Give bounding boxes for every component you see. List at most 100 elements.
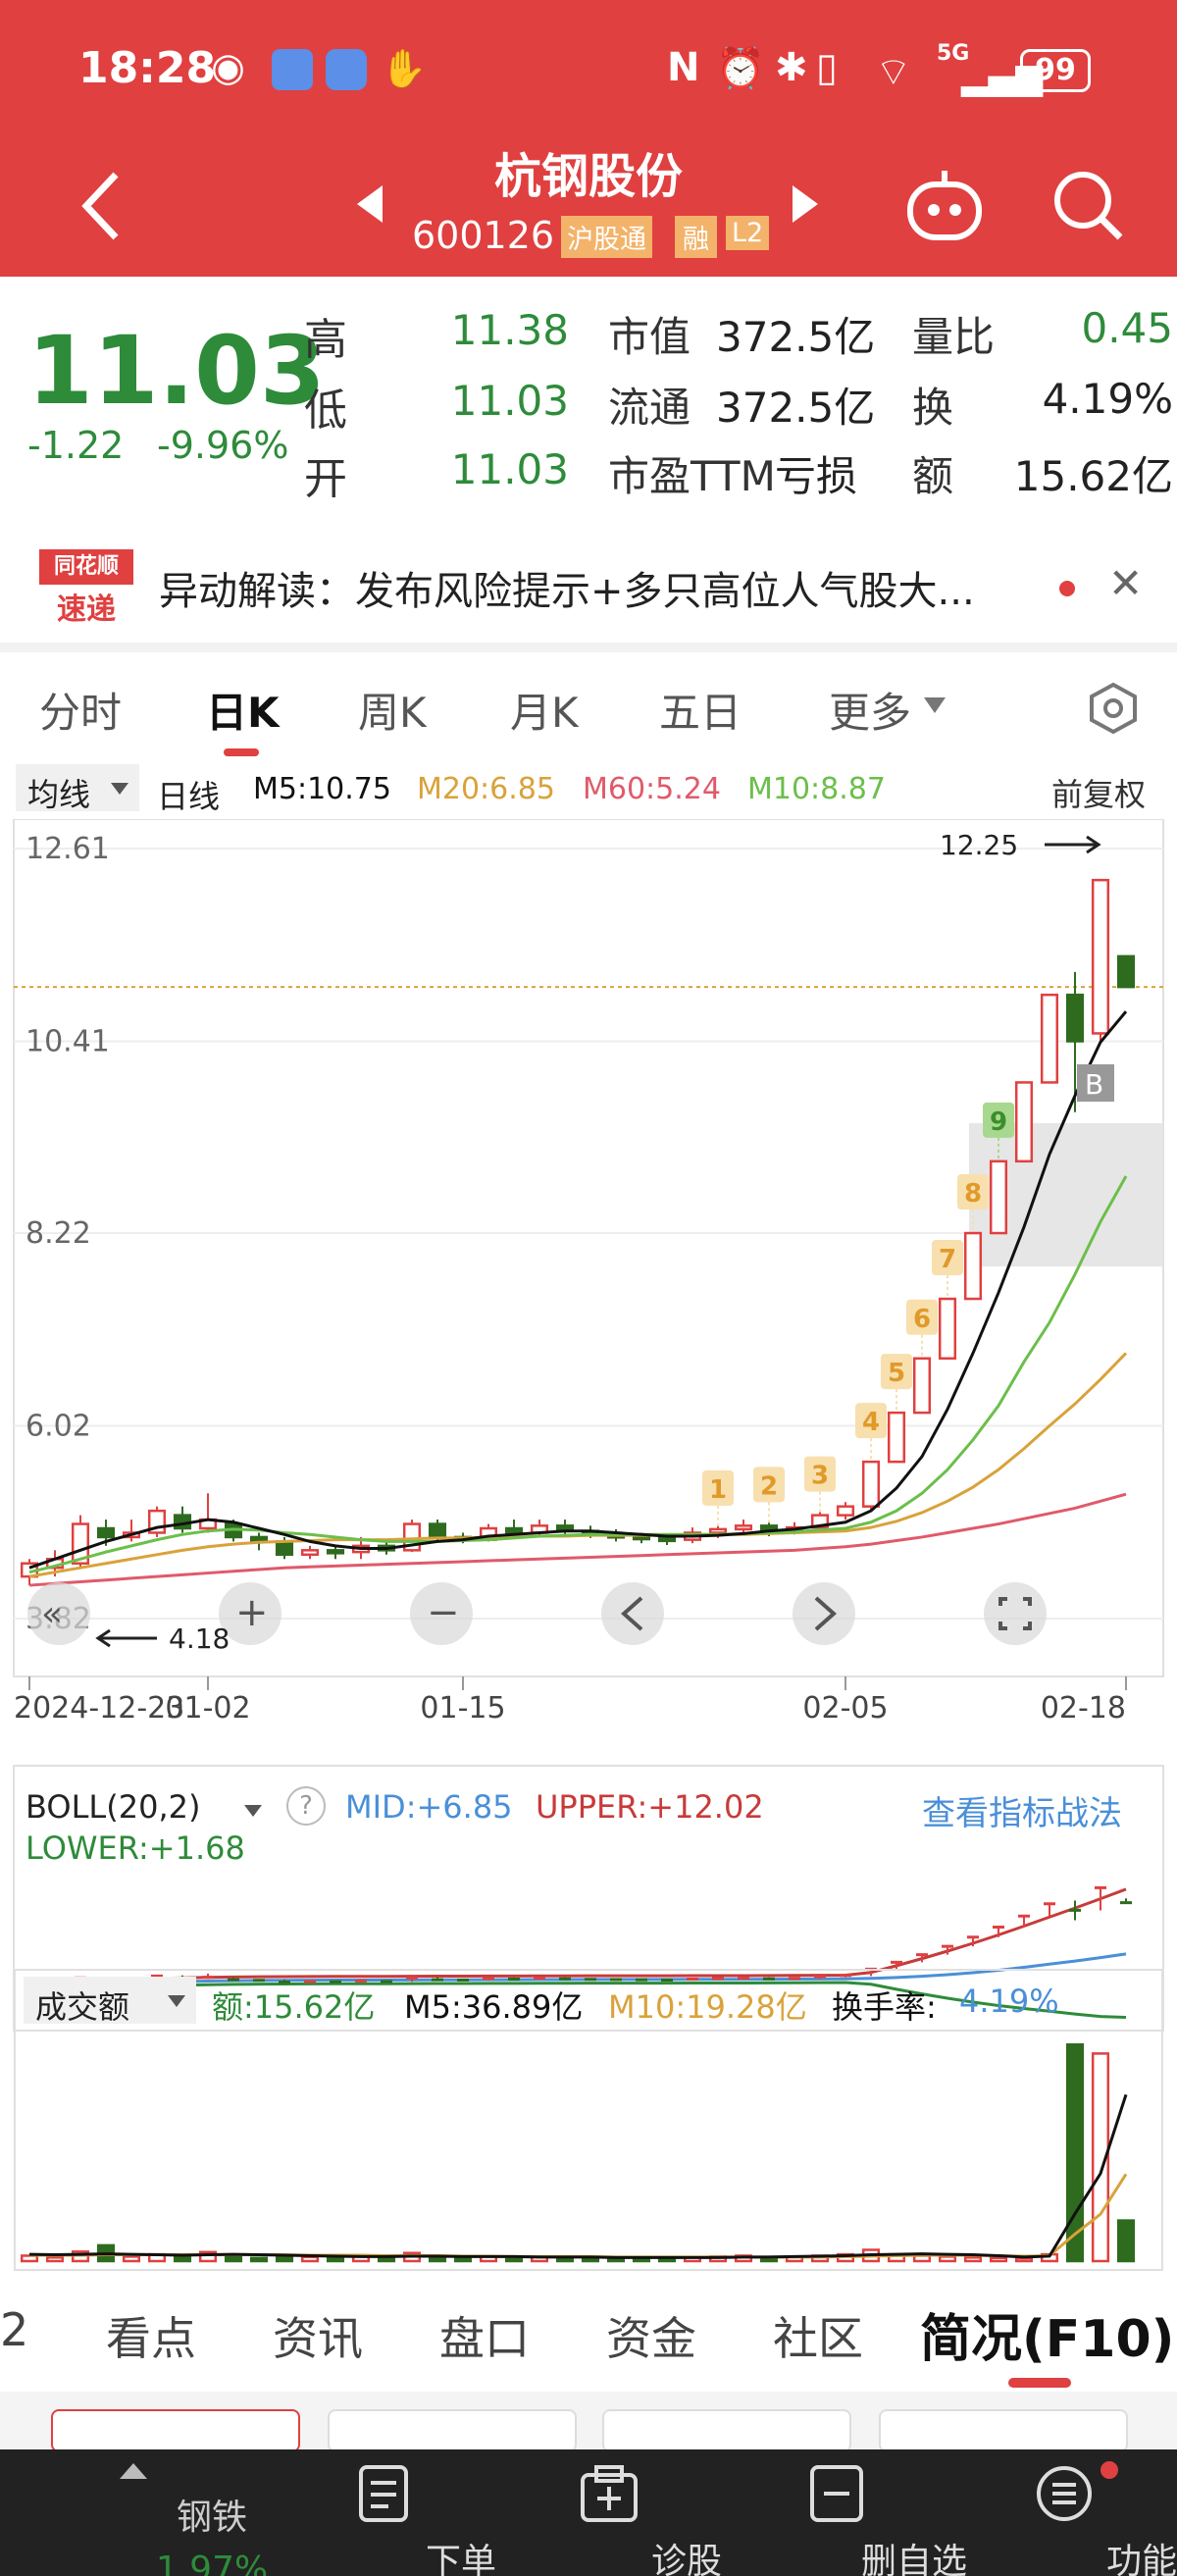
volume-bar bbox=[1014, 2256, 1034, 2263]
volume-m10: M10:19.28亿 bbox=[608, 1988, 807, 2026]
candle-body bbox=[1091, 878, 1110, 1035]
close-icon[interactable]: ✕ bbox=[1108, 559, 1144, 607]
vibrate-icon: ▯ bbox=[816, 45, 839, 90]
float-cap-label: 流通 bbox=[608, 384, 691, 432]
sequence-marker bbox=[753, 1467, 785, 1503]
candle-body bbox=[1116, 954, 1136, 989]
volume-bar bbox=[326, 2256, 345, 2263]
b-marker-label: B bbox=[1085, 1068, 1103, 1101]
volume-bar bbox=[45, 2256, 65, 2263]
b-marker[interactable] bbox=[1077, 1064, 1114, 1102]
turnover-rate-label: 换手率: bbox=[832, 1988, 937, 2026]
scroll-right-button[interactable] bbox=[793, 1582, 855, 1645]
menu-circle-icon bbox=[1037, 2466, 1092, 2521]
sequence-marker bbox=[906, 1299, 938, 1335]
help-icon[interactable]: ? bbox=[286, 1786, 326, 1826]
adjust-label[interactable]: 前复权 bbox=[1051, 776, 1147, 813]
tab-timeshare[interactable]: 分时 bbox=[39, 689, 123, 737]
indicator-strategy-link[interactable]: 查看指标战法 bbox=[922, 1794, 1122, 1833]
zoom-in-button[interactable] bbox=[219, 1582, 281, 1645]
sequence-marker bbox=[932, 1240, 963, 1276]
tab-orderbook[interactable]: 盘口 bbox=[439, 2312, 530, 2365]
sequence-marker-label: 7 bbox=[939, 1245, 956, 1274]
tab-community[interactable]: 社区 bbox=[773, 2312, 863, 2365]
low-arrow-head bbox=[95, 1628, 111, 1648]
kline-type-label[interactable]: 日线 bbox=[157, 778, 221, 815]
order-label: 下单 bbox=[425, 2542, 496, 2576]
volume-bar bbox=[1116, 2219, 1136, 2263]
tab-five-day[interactable]: 五日 bbox=[659, 689, 742, 737]
candle-body bbox=[71, 1522, 90, 1565]
boll-selector[interactable]: BOLL(20,2) bbox=[26, 1788, 276, 1833]
market-cap-label: 市值 bbox=[608, 313, 691, 361]
search-icon[interactable] bbox=[1049, 167, 1128, 245]
tab-partial[interactable]: 2 bbox=[0, 2303, 29, 2356]
tab-more[interactable]: 更多 bbox=[829, 689, 912, 737]
diagnose-icon bbox=[581, 2465, 638, 2522]
candle-body bbox=[912, 1357, 932, 1415]
chevron-down-icon bbox=[111, 783, 128, 795]
volume-chart[interactable] bbox=[0, 2026, 1177, 2269]
peek-card bbox=[328, 2409, 577, 2452]
kline-chart[interactable]: 12.6110.418.226.023.822024-12-2301-0201-… bbox=[0, 819, 1177, 2035]
battery-indicator: 99 bbox=[1020, 49, 1091, 92]
turnover-rate-value: 4.19% bbox=[959, 1983, 1059, 2020]
sequence-marker bbox=[983, 1102, 1014, 1138]
margin-tag: 融 bbox=[675, 216, 717, 258]
ma5-label: M5:10.75 bbox=[253, 772, 391, 806]
volume-bar bbox=[249, 2256, 269, 2263]
prev-stock-icon[interactable] bbox=[353, 181, 386, 227]
peek-card-active bbox=[51, 2409, 300, 2452]
status-bar: 18:28 ◉ ✋ N ⏰ ✱ ▯ ⌔ 5G ▂▄▆ 99 bbox=[0, 0, 1177, 137]
date-tick-label: 01-02 bbox=[165, 1691, 250, 1726]
high-label: 高 bbox=[304, 315, 347, 365]
ma20-label: M20:6.85 bbox=[417, 772, 555, 806]
high-value: 11.38 bbox=[450, 306, 569, 354]
tab-f10-profile[interactable]: 简况(F10) bbox=[920, 2310, 1175, 2369]
caret-up-icon bbox=[120, 2463, 147, 2479]
ma60-line bbox=[28, 1492, 1127, 1587]
volume-panel bbox=[14, 1969, 1163, 2271]
next-stock-icon[interactable] bbox=[789, 181, 822, 227]
boll-lower-line bbox=[28, 1981, 1127, 2019]
sequence-marker bbox=[804, 1456, 836, 1492]
stock-name: 杭钢股份 bbox=[493, 149, 683, 204]
sequence-marker bbox=[702, 1469, 734, 1506]
back-icon[interactable] bbox=[77, 167, 126, 245]
news-badge-top: 同花顺 bbox=[39, 549, 133, 585]
level2-tag: L2 bbox=[726, 216, 770, 250]
candle-body bbox=[300, 1549, 320, 1557]
tab-news[interactable]: 资讯 bbox=[273, 2312, 363, 2365]
low-value: 11.03 bbox=[450, 377, 569, 425]
scroll-left-button[interactable] bbox=[601, 1582, 664, 1645]
robot-assistant-icon[interactable] bbox=[902, 167, 987, 245]
volume-label: 成交额 bbox=[35, 1988, 130, 2026]
low-annotation: 4.18 bbox=[169, 1623, 230, 1655]
ma10-label: M10:8.87 bbox=[747, 772, 886, 806]
volume-bar bbox=[198, 2250, 218, 2263]
rewind-button[interactable] bbox=[27, 1582, 90, 1645]
ma-selector[interactable]: 均线 bbox=[16, 764, 139, 813]
settings-hexagon-icon[interactable] bbox=[1087, 682, 1140, 735]
volume-m5: M5:36.89亿 bbox=[404, 1988, 584, 2026]
tab-daily-k[interactable]: 日K bbox=[206, 689, 280, 737]
candle-body bbox=[326, 1549, 345, 1555]
app-notify-icon bbox=[272, 49, 313, 90]
high-arrow-head bbox=[1086, 835, 1101, 854]
tab-monthly-k[interactable]: 月K bbox=[510, 689, 579, 737]
zoom-out-button[interactable] bbox=[410, 1582, 473, 1645]
news-banner[interactable]: 同花顺 速递 异动解读：发布风险提示+多只高位人气股大... ✕ bbox=[0, 530, 1177, 643]
tab-funds[interactable]: 资金 bbox=[606, 2312, 696, 2365]
alarm-icon: ⏰ bbox=[716, 46, 765, 91]
chart-controls: « + − bbox=[27, 1582, 1047, 1645]
tab-weekly-k[interactable]: 周K bbox=[358, 689, 427, 737]
volume-bar bbox=[453, 2256, 473, 2263]
order-icon bbox=[359, 2465, 408, 2522]
tab-highlights[interactable]: 看点 bbox=[106, 2312, 196, 2365]
sequence-marker-label: 9 bbox=[990, 1108, 1007, 1137]
candle-body bbox=[734, 1524, 753, 1531]
volume-selector[interactable]: 成交额 bbox=[24, 1977, 196, 2026]
price-tick-label: 10.41 bbox=[26, 1024, 110, 1058]
fullscreen-button[interactable] bbox=[984, 1582, 1047, 1645]
boll-panel-frame bbox=[13, 1765, 1164, 2032]
